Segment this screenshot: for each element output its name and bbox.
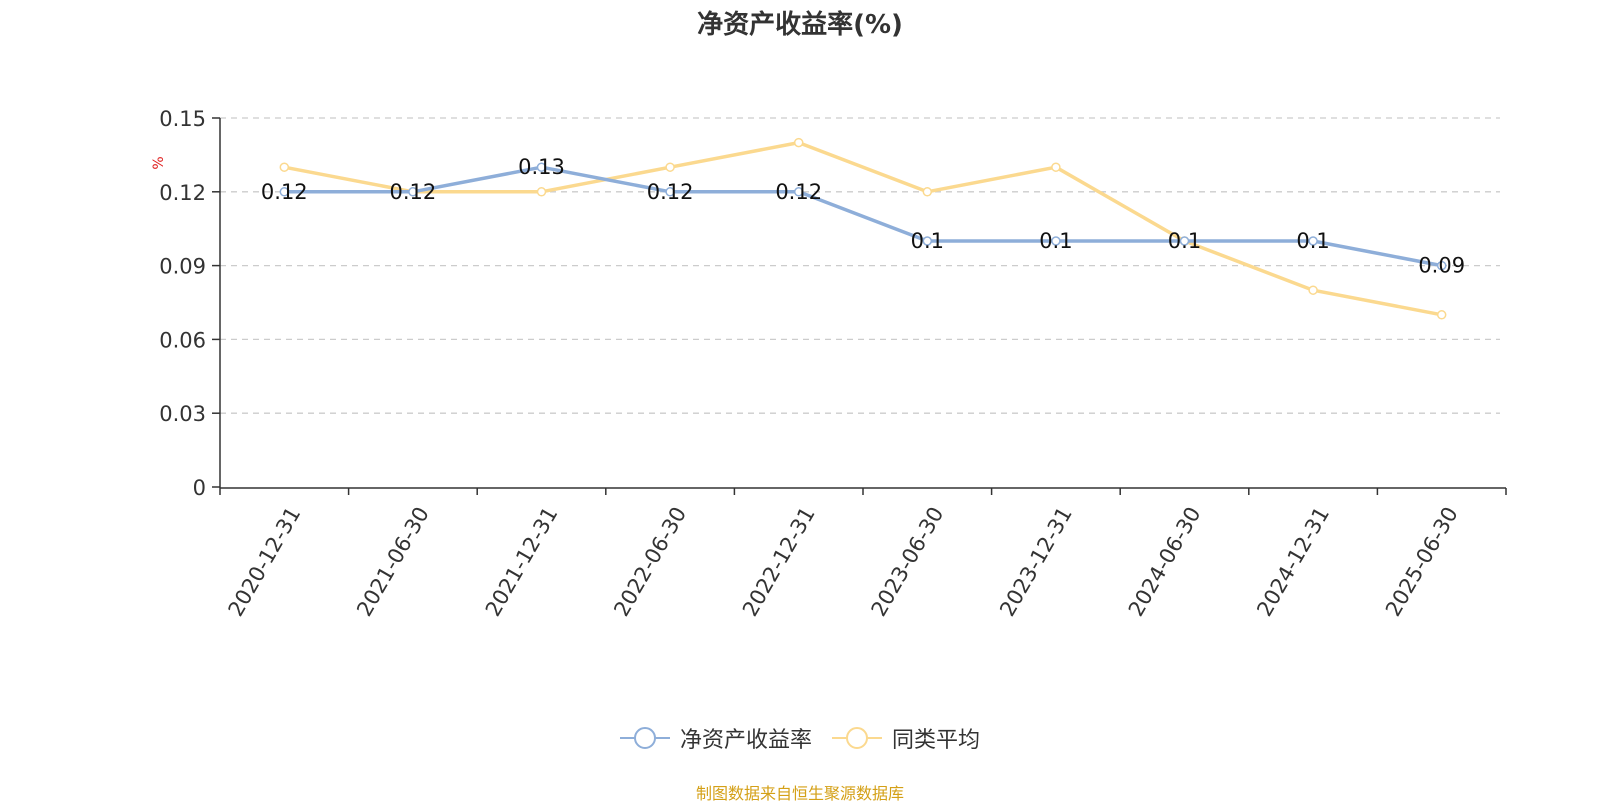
y-tick-label: 0.15 [159, 107, 206, 131]
series-point-0 [1436, 260, 1447, 271]
data-label: 0.12 [647, 180, 694, 204]
series-point-1 [665, 162, 675, 172]
x-tick-label: 2021-12-31 [481, 503, 563, 621]
legend: 净资产收益率 同类平均 [0, 722, 1600, 754]
legend-line-circle-icon [832, 727, 882, 749]
grid-layer [220, 117, 1500, 414]
chart-title: 净资产收益率(%) [697, 10, 903, 40]
series-point-1 [793, 137, 804, 148]
series-point-0 [408, 187, 418, 197]
x-tick-label: 2020-12-31 [224, 503, 306, 621]
series-point-1 [279, 162, 290, 172]
series-point-1 [1051, 162, 1061, 172]
series-point-0 [1051, 236, 1061, 246]
data-label: 0.12 [261, 180, 308, 204]
axis-layer: 0 0.03 0.06 0.09 0.12 0.15 2020-12-31 2021-06-3… [159, 107, 1507, 621]
series-point-0 [793, 187, 804, 197]
data-source-note: 制图数据来自恒生聚源数据库 [695, 784, 904, 803]
x-tick-label: 2022-12-31 [738, 503, 820, 621]
y-tick-label: 0.03 [159, 402, 206, 426]
x-tick-label: 2024-06-30 [1124, 503, 1206, 621]
legend-label-roe: 净资产收益率 [679, 728, 812, 753]
y-tick-label: 0.12 [159, 181, 206, 205]
legend-item-peer-average[interactable]: 同类平均 [832, 722, 980, 754]
series-point-0 [665, 187, 675, 197]
series-point-1 [1436, 310, 1447, 320]
legend-label-peer-average: 同类平均 [892, 728, 981, 753]
data-label: 0.1 [1296, 229, 1329, 253]
data-label: 0.09 [1418, 254, 1465, 278]
series-point-0 [1308, 236, 1318, 246]
series-point-0 [1179, 236, 1190, 246]
y-axis-unit-label: % [151, 156, 167, 169]
series-point-1 [1308, 285, 1318, 295]
legend-item-roe[interactable]: 净资产收益率 [619, 722, 812, 754]
series-point-1 [922, 187, 933, 197]
data-label: 0.12 [775, 180, 822, 204]
series-line-0 [284, 165, 1443, 268]
data-label: 0.1 [911, 229, 944, 253]
x-tick-label: 2025-06-30 [1381, 503, 1463, 621]
legend-line-circle-icon [619, 727, 670, 749]
x-tick-label: 2021-06-30 [352, 503, 434, 621]
series-line-1 [283, 140, 1443, 317]
series-layer [279, 137, 1447, 320]
data-label: 0.12 [390, 180, 437, 204]
x-tick-label: 2022-06-30 [609, 503, 691, 621]
series-point-0 [536, 162, 547, 172]
data-label: 0.1 [1168, 229, 1201, 253]
y-tick-label: 0.06 [159, 328, 206, 352]
x-tick-label: 2023-12-31 [995, 503, 1077, 621]
x-tick-label: 2023-06-30 [867, 503, 949, 621]
y-tick-label: 0.09 [159, 255, 206, 279]
data-label: 0.1 [1039, 229, 1072, 253]
series-point-1 [536, 187, 547, 197]
data-label-layer: 0.12 0.12 0.13 0.12 0.12 0.1 0.1 0.1 0.1 0.09 [261, 155, 1465, 277]
data-label: 0.13 [518, 155, 565, 179]
x-tick-label: 2024-12-31 [1252, 503, 1334, 621]
y-tick-label: 0 [193, 476, 206, 500]
series-point-0 [922, 236, 933, 246]
series-point-0 [279, 187, 290, 197]
